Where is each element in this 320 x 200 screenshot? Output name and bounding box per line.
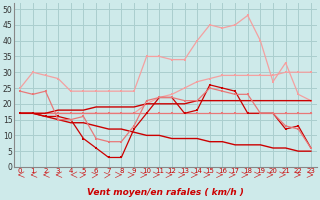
X-axis label: Vent moyen/en rafales ( km/h ): Vent moyen/en rafales ( km/h )	[87, 188, 244, 197]
